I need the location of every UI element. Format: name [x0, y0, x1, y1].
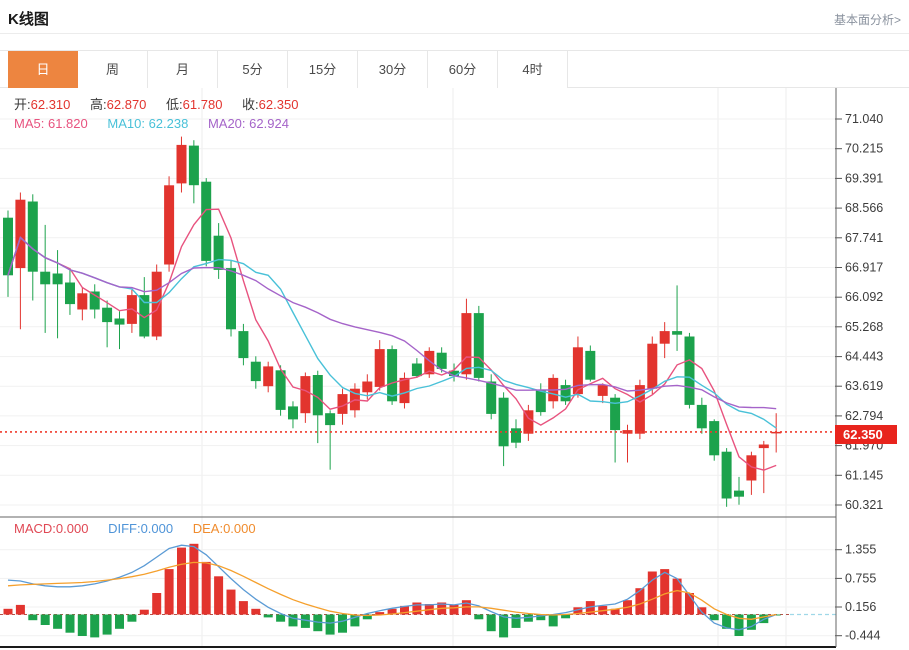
- svg-text:65.268: 65.268: [845, 320, 883, 334]
- low-label: 低:: [166, 97, 183, 112]
- svg-text:64.443: 64.443: [845, 350, 883, 364]
- svg-text:60.321: 60.321: [845, 498, 883, 512]
- svg-text:67.741: 67.741: [845, 231, 883, 245]
- ma5-value: 61.820: [47, 116, 88, 131]
- ohlc-readout: 开:62.310 高:62.870 低:61.780 收:62.350: [14, 94, 314, 113]
- svg-text:-0.444: -0.444: [845, 629, 880, 643]
- open-value: 62.310: [30, 97, 71, 112]
- high-label: 高:: [90, 97, 107, 112]
- ma10-value: 62.238: [148, 116, 189, 131]
- tab-5min[interactable]: 5分: [218, 51, 288, 88]
- diff-label: DIFF:: [108, 521, 141, 536]
- tab-15min[interactable]: 15分: [288, 51, 358, 88]
- current-price-badge: 62.350: [835, 425, 897, 444]
- svg-text:70.215: 70.215: [845, 142, 883, 156]
- tab-60min[interactable]: 60分: [428, 51, 498, 88]
- svg-text:66.917: 66.917: [845, 261, 883, 275]
- svg-text:71.040: 71.040: [845, 112, 883, 126]
- macd-label: MACD:: [14, 521, 56, 536]
- period-tab-bar: 日 周 月 5分 15分 30分 60分 4时: [0, 50, 909, 88]
- ma20-value: 62.924: [249, 116, 289, 131]
- tab-day[interactable]: 日: [8, 51, 78, 88]
- page-title: K线图: [8, 11, 49, 28]
- dea-value: 0.000: [223, 521, 256, 536]
- svg-text:0.156: 0.156: [845, 600, 876, 614]
- close-value: 62.350: [258, 97, 299, 112]
- svg-text:63.619: 63.619: [845, 379, 883, 393]
- svg-text:1.355: 1.355: [845, 543, 876, 557]
- low-value: 61.780: [182, 97, 223, 112]
- ma20-label: MA20:: [207, 116, 246, 131]
- ma-readout: MA5: 61.820 MA10: 62.238 MA20: 62.924: [14, 116, 305, 131]
- title-divider: [0, 33, 909, 34]
- tab-30min[interactable]: 30分: [358, 51, 428, 88]
- tab-week[interactable]: 周: [78, 51, 148, 88]
- open-label: 开:: [14, 97, 31, 112]
- svg-text:61.145: 61.145: [845, 468, 883, 482]
- ma5-label: MA5:: [14, 116, 45, 131]
- svg-text:68.566: 68.566: [845, 201, 883, 215]
- ma10-label: MA10:: [107, 116, 145, 131]
- tab-month[interactable]: 月: [148, 51, 218, 88]
- macd-readout: MACD:0.000 DIFF:0.000 DEA:0.000: [14, 521, 272, 536]
- svg-text:69.391: 69.391: [845, 171, 883, 185]
- dea-label: DEA:: [192, 521, 224, 536]
- svg-text:66.092: 66.092: [845, 290, 883, 304]
- fundamental-analysis-link[interactable]: 基本面分析>: [833, 13, 901, 27]
- svg-text:62.794: 62.794: [845, 409, 883, 423]
- macd-value: 0.000: [55, 521, 89, 536]
- diff-value: 0.000: [140, 521, 174, 536]
- svg-text:0.755: 0.755: [845, 571, 876, 585]
- high-value: 62.870: [106, 97, 147, 112]
- tab-4hour[interactable]: 4时: [498, 51, 568, 88]
- close-label: 收:: [242, 97, 259, 112]
